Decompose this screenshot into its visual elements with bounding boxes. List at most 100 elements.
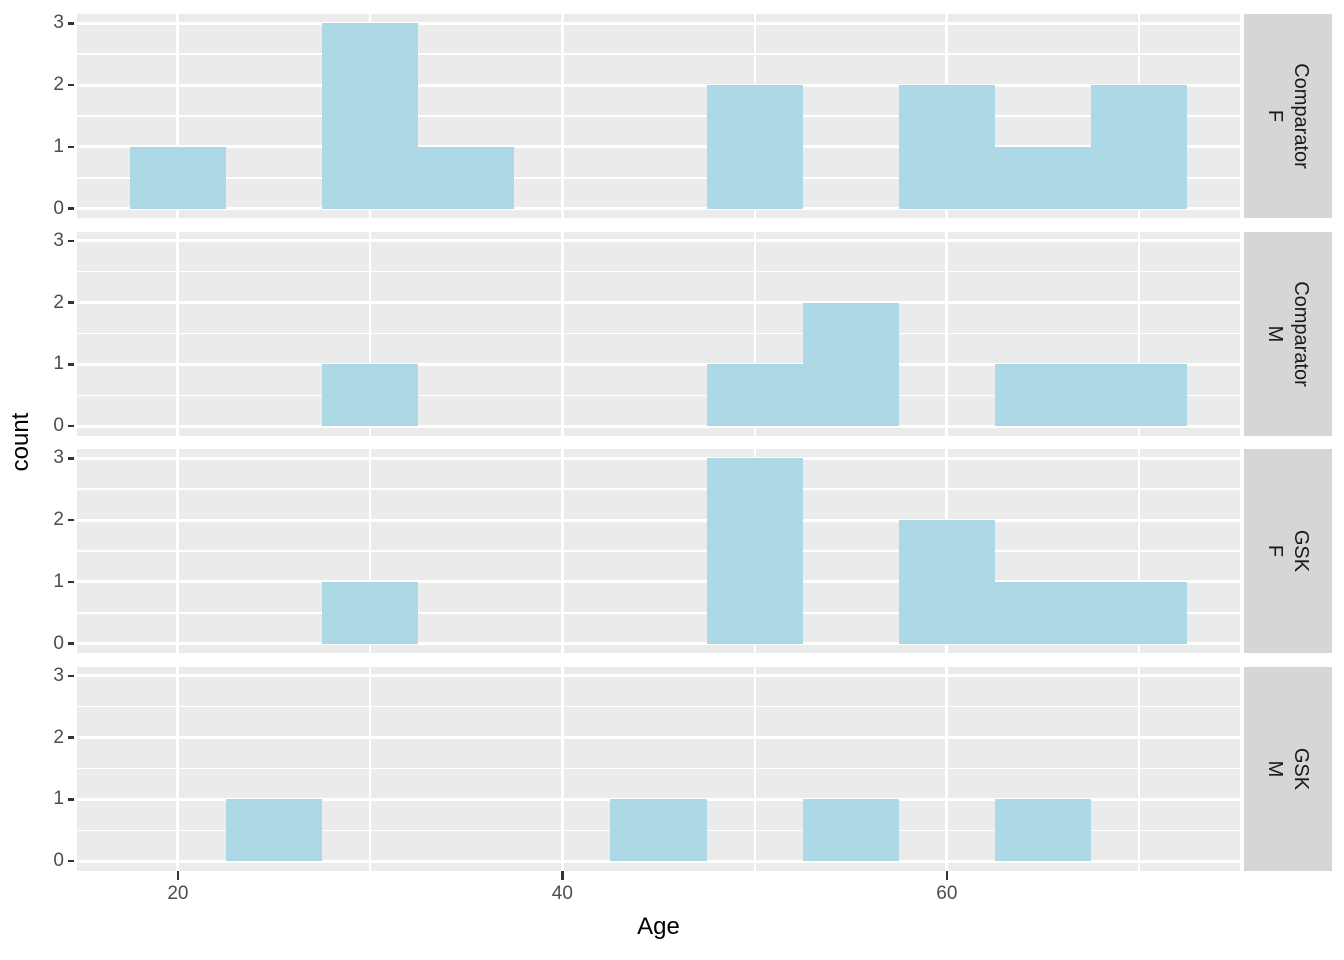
y-tick-label: 3 (53, 12, 64, 34)
y-tick-mark (67, 674, 74, 678)
histogram-bar (322, 23, 419, 209)
histogram-bar (418, 146, 515, 209)
y-tick-mark (67, 424, 74, 428)
gridline-major-horizontal (77, 424, 1240, 428)
x-tick-label: 40 (551, 882, 573, 904)
x-tick-label: 20 (167, 882, 189, 904)
y-tick-mark (67, 363, 74, 366)
y-tick-mark (67, 736, 74, 739)
gridline-major-horizontal (77, 362, 1240, 366)
histogram-bar (610, 799, 707, 862)
gridline-minor-vertical (369, 449, 372, 653)
gridline-major-horizontal (77, 736, 1240, 740)
y-tick-label: 3 (53, 229, 64, 251)
gridline-major-vertical (560, 231, 564, 436)
y-tick-label: 0 (53, 632, 64, 654)
facet-strip-label: GSK (1290, 529, 1312, 573)
gridline-minor-horizontal (77, 177, 1240, 179)
histogram-bar (802, 799, 899, 862)
gridline-major-horizontal (77, 456, 1240, 460)
facet-strip: Comparator F (1244, 14, 1332, 218)
gridline-major-horizontal (77, 301, 1240, 305)
gridline-minor-vertical (1138, 666, 1141, 871)
histogram-bar (898, 85, 995, 209)
facet-strip-label: GSK (1290, 747, 1312, 790)
gridline-minor-horizontal (77, 270, 1240, 273)
facet-strip-label: F (1264, 109, 1286, 123)
histogram-bar (322, 581, 419, 644)
y-tick-label: 2 (53, 74, 64, 96)
y-tick-label: 1 (53, 353, 64, 375)
y-tick-mark (67, 518, 74, 522)
histogram-bar (898, 520, 995, 644)
y-tick-label: 2 (53, 509, 64, 531)
gridline-major-horizontal (77, 674, 1240, 678)
facet-strip-label: Comparator (1290, 63, 1312, 169)
y-tick-label: 2 (53, 726, 64, 748)
gridline-major-horizontal (77, 21, 1240, 25)
gridline-minor-horizontal (77, 394, 1240, 397)
y-tick-label: 1 (53, 788, 64, 810)
gridline-minor-vertical (369, 666, 372, 871)
gridline-major-vertical (560, 14, 564, 218)
gridline-major-horizontal (77, 83, 1240, 87)
gridline-minor-horizontal (77, 767, 1240, 770)
gridline-major-horizontal (77, 859, 1240, 863)
y-tick-mark (67, 580, 74, 584)
gridline-major-vertical (176, 231, 180, 436)
facet-strip: Comparator M (1244, 231, 1332, 436)
histogram-bar (994, 146, 1091, 209)
facet-panel (77, 449, 1240, 653)
histogram-bar (322, 364, 419, 427)
gridline-major-vertical (176, 14, 180, 218)
facet-strip: GSK M (1244, 666, 1332, 871)
gridline-major-vertical (176, 666, 180, 871)
y-tick-mark (67, 239, 74, 243)
y-tick-mark (67, 642, 74, 645)
histogram-bar (1091, 364, 1188, 427)
gridline-minor-horizontal (77, 53, 1240, 55)
gridline-minor-horizontal (77, 332, 1240, 335)
gridline-minor-vertical (1138, 231, 1141, 436)
histogram-bar (994, 364, 1091, 427)
gridline-minor-vertical (369, 231, 372, 436)
gridline-major-vertical (560, 449, 564, 653)
gridline-major-vertical (560, 666, 564, 871)
facet-panel (77, 231, 1240, 436)
facet-panel (77, 666, 1240, 871)
x-tick-mark (945, 871, 949, 880)
gridline-major-horizontal (77, 145, 1240, 149)
x-tick-mark (561, 871, 564, 880)
histogram-bar (1091, 581, 1188, 644)
gridline-minor-vertical (1138, 449, 1141, 653)
gridline-major-vertical (945, 231, 949, 436)
facet-strip-label: M (1264, 325, 1286, 342)
x-axis-title: Age (637, 913, 680, 940)
gridline-major-horizontal (77, 580, 1240, 584)
gridline-minor-horizontal (77, 612, 1240, 614)
y-tick-label: 1 (53, 570, 64, 592)
x-tick-mark (176, 871, 180, 880)
gridline-major-vertical (945, 666, 949, 871)
gridline-minor-vertical (753, 666, 756, 871)
histogram-bar (706, 364, 803, 427)
y-tick-label: 0 (53, 415, 64, 437)
y-tick-label: 0 (53, 197, 64, 219)
gridline-minor-horizontal (77, 550, 1240, 552)
gridline-minor-vertical (753, 231, 756, 436)
gridline-major-vertical (176, 449, 180, 653)
y-tick-mark (67, 83, 74, 87)
facet-panel (77, 14, 1240, 218)
facet-strip-label: Comparator (1290, 280, 1312, 387)
y-tick-mark (67, 859, 74, 863)
gridline-major-horizontal (77, 239, 1240, 243)
histogram-bar (706, 458, 803, 644)
x-tick-label: 60 (936, 882, 958, 904)
gridline-minor-horizontal (77, 488, 1240, 490)
y-tick-mark (67, 207, 74, 210)
histogram-bar (994, 799, 1091, 862)
gridline-minor-horizontal (77, 705, 1240, 708)
histogram-bar (802, 302, 899, 427)
histogram-bar (129, 146, 226, 209)
